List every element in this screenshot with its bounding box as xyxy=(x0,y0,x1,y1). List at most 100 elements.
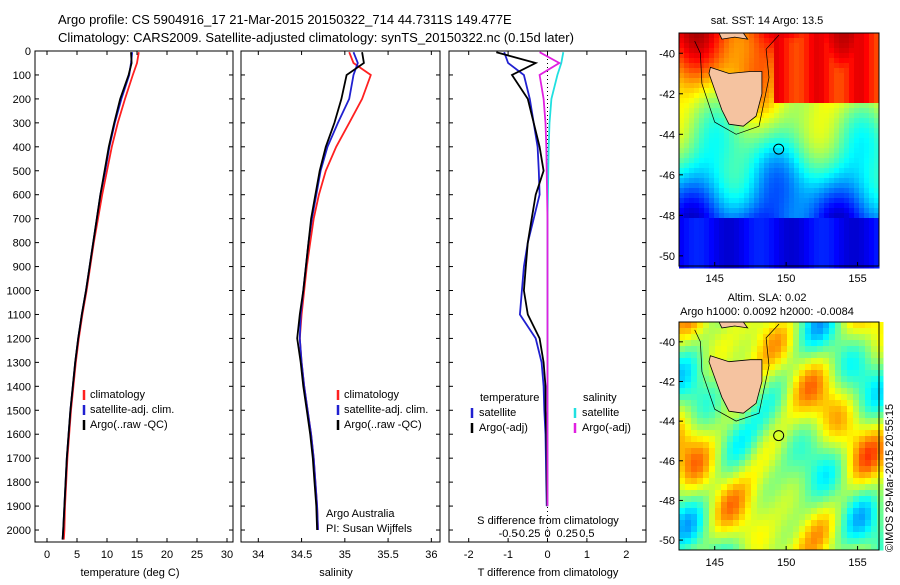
map-cell xyxy=(699,258,705,264)
map-cell xyxy=(751,496,758,503)
map-cell xyxy=(691,472,698,479)
map-cell xyxy=(769,364,776,371)
t-diff-tick-label: -2 xyxy=(464,549,474,561)
map-cell xyxy=(877,478,884,485)
map-cell xyxy=(874,83,880,89)
map-cell xyxy=(751,406,758,413)
map-cell xyxy=(829,158,835,164)
map-cell xyxy=(757,430,764,437)
map-cell xyxy=(764,198,770,204)
map-cell xyxy=(733,520,740,527)
map-cell xyxy=(679,208,685,214)
map-cell xyxy=(781,352,788,359)
map-cell xyxy=(751,418,758,425)
map-cell xyxy=(764,178,770,184)
map-cell xyxy=(819,143,825,149)
map-cell xyxy=(829,538,836,545)
map-cell xyxy=(853,352,860,359)
map-cell xyxy=(769,233,775,239)
map-cell xyxy=(684,173,690,179)
map-cell xyxy=(809,233,815,239)
map-cell xyxy=(703,418,710,425)
map-cell xyxy=(814,183,820,189)
x-tick-label: 5 xyxy=(74,549,80,561)
map-cell xyxy=(774,43,780,49)
map-cell xyxy=(679,218,685,224)
map-cell xyxy=(794,103,800,109)
map-cell xyxy=(847,478,854,485)
map-cell xyxy=(853,454,860,461)
map-cell xyxy=(824,118,830,124)
map-cell xyxy=(704,218,710,224)
map-cell xyxy=(869,188,875,194)
map-cell xyxy=(703,400,710,407)
map-cell xyxy=(787,430,794,437)
map-cell xyxy=(779,58,785,64)
sla-map: 145 150 155-40-42-44-46-48-50 xyxy=(659,321,884,569)
map-cell xyxy=(839,123,845,129)
map-cell xyxy=(784,48,790,54)
map-cell xyxy=(871,358,878,365)
map-cell xyxy=(769,118,775,124)
map-cell xyxy=(799,430,806,437)
map-cell xyxy=(729,128,735,134)
map-cell xyxy=(751,334,758,341)
map-cell xyxy=(685,496,692,503)
map-cell xyxy=(751,532,758,539)
map-cell xyxy=(823,508,830,515)
map-cell xyxy=(703,460,710,467)
map-cell xyxy=(799,496,806,503)
y-tick-label: 1900 xyxy=(7,501,31,513)
map-cell xyxy=(824,203,830,209)
map-cell xyxy=(834,173,840,179)
map-cell xyxy=(699,243,705,249)
map-cell xyxy=(859,218,865,224)
map-cell xyxy=(727,526,734,533)
map-cell xyxy=(789,108,795,114)
map-cell xyxy=(727,466,734,473)
map-cell xyxy=(763,454,770,461)
map-cell xyxy=(871,388,878,395)
map-cell xyxy=(849,108,855,114)
map-cell xyxy=(789,218,795,224)
map-cell xyxy=(789,213,795,219)
map-cell xyxy=(829,460,836,467)
map-cell xyxy=(817,454,824,461)
map-cell xyxy=(781,460,788,467)
map-cell xyxy=(784,233,790,239)
map-cell xyxy=(769,88,775,94)
map-cell xyxy=(709,258,715,264)
map-cell xyxy=(789,63,795,69)
map-cell xyxy=(727,448,734,455)
map-cell xyxy=(829,322,836,329)
map-cell xyxy=(739,496,746,503)
map-cell xyxy=(697,514,704,521)
map-cell xyxy=(859,193,865,199)
map-cell xyxy=(679,424,686,431)
map-cell xyxy=(829,490,836,497)
map-cell xyxy=(754,133,760,139)
map-cell xyxy=(679,248,685,254)
map-cell xyxy=(694,168,700,174)
map-cell xyxy=(781,406,788,413)
map-cell xyxy=(781,490,788,497)
map-cell xyxy=(824,48,830,54)
map-cell xyxy=(721,334,728,341)
map-cell xyxy=(763,322,770,329)
map-cell xyxy=(719,218,725,224)
map-cell xyxy=(715,352,722,359)
map-cell xyxy=(859,253,865,259)
map-cell xyxy=(829,472,836,479)
map-cell xyxy=(814,103,820,109)
map-cell xyxy=(814,68,820,74)
map-cell xyxy=(814,163,820,169)
map-cell xyxy=(847,502,854,509)
map-cell xyxy=(799,153,805,159)
map-cell xyxy=(824,108,830,114)
map-cell xyxy=(839,98,845,104)
map-cell xyxy=(729,53,735,59)
map-cell xyxy=(853,364,860,371)
map-cell xyxy=(847,394,854,401)
map-cell xyxy=(703,454,710,461)
map-cell xyxy=(751,424,758,431)
